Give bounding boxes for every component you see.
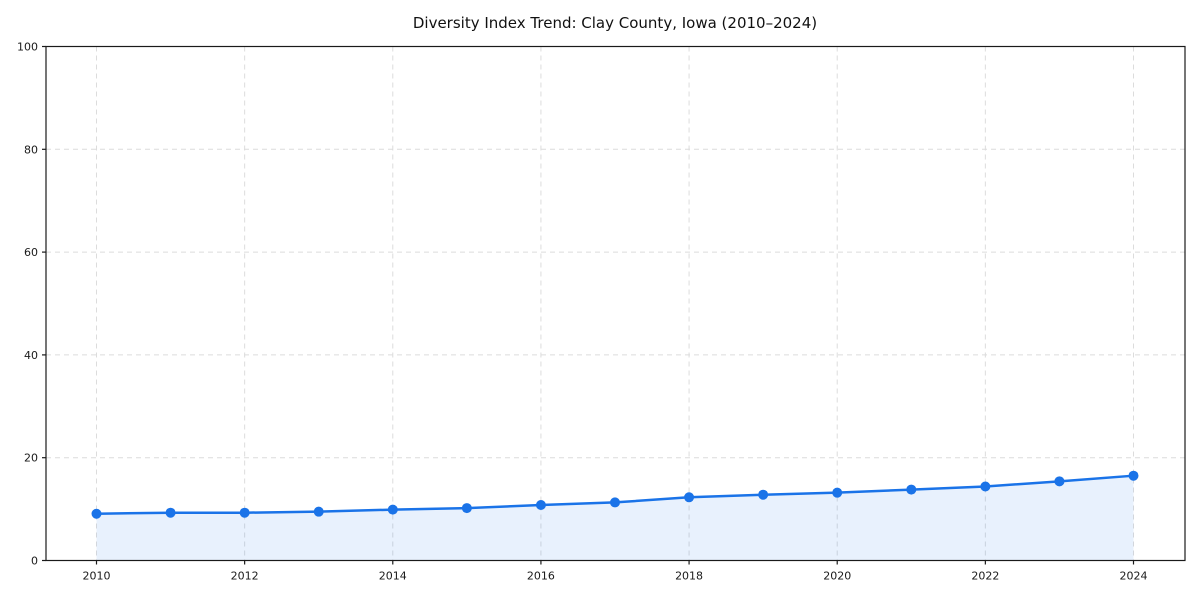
axes-layer (42, 45, 1186, 565)
data-point-2011 (165, 507, 176, 518)
area-fill (96, 475, 1134, 561)
data-point-2019 (758, 489, 769, 500)
x-tick-label: 2024 (1120, 570, 1148, 583)
x-tick-label: 2022 (971, 570, 999, 583)
data-point-2010 (91, 508, 102, 519)
series-layer (91, 470, 1139, 561)
data-point-2020 (832, 487, 843, 498)
x-tick-label: 2016 (527, 570, 555, 583)
x-tick-label: 2010 (83, 570, 111, 583)
data-point-2016 (535, 499, 546, 510)
data-point-2012 (239, 507, 250, 518)
x-tick-label: 2020 (823, 570, 851, 583)
data-point-2024 (1128, 470, 1139, 481)
y-tick-label: 0 (31, 555, 38, 568)
x-tick-label: 2014 (379, 570, 407, 583)
x-tick-label: 2012 (231, 570, 259, 583)
data-point-2015 (461, 503, 472, 514)
y-tick-label: 40 (24, 349, 38, 362)
y-tick-label: 20 (24, 452, 38, 465)
y-tick-label: 100 (17, 41, 38, 54)
data-point-2013 (313, 506, 324, 517)
data-point-2023 (1054, 476, 1065, 487)
y-tick-label: 80 (24, 143, 38, 156)
y-tick-label: 60 (24, 246, 38, 259)
data-point-2022 (980, 481, 991, 492)
data-point-2017 (610, 497, 620, 508)
chart-title: Diversity Index Trend: Clay County, Iowa… (413, 14, 817, 32)
data-point-2014 (387, 504, 398, 515)
data-point-2018 (684, 492, 695, 503)
x-tick-label: 2018 (675, 570, 703, 583)
tick-label-layer: 2010 2012 2014 2016 2018 2020 2022 2024 0 20 40 60 8… (17, 41, 1148, 583)
data-point-2021 (906, 484, 917, 495)
plot-border (45, 45, 1186, 562)
